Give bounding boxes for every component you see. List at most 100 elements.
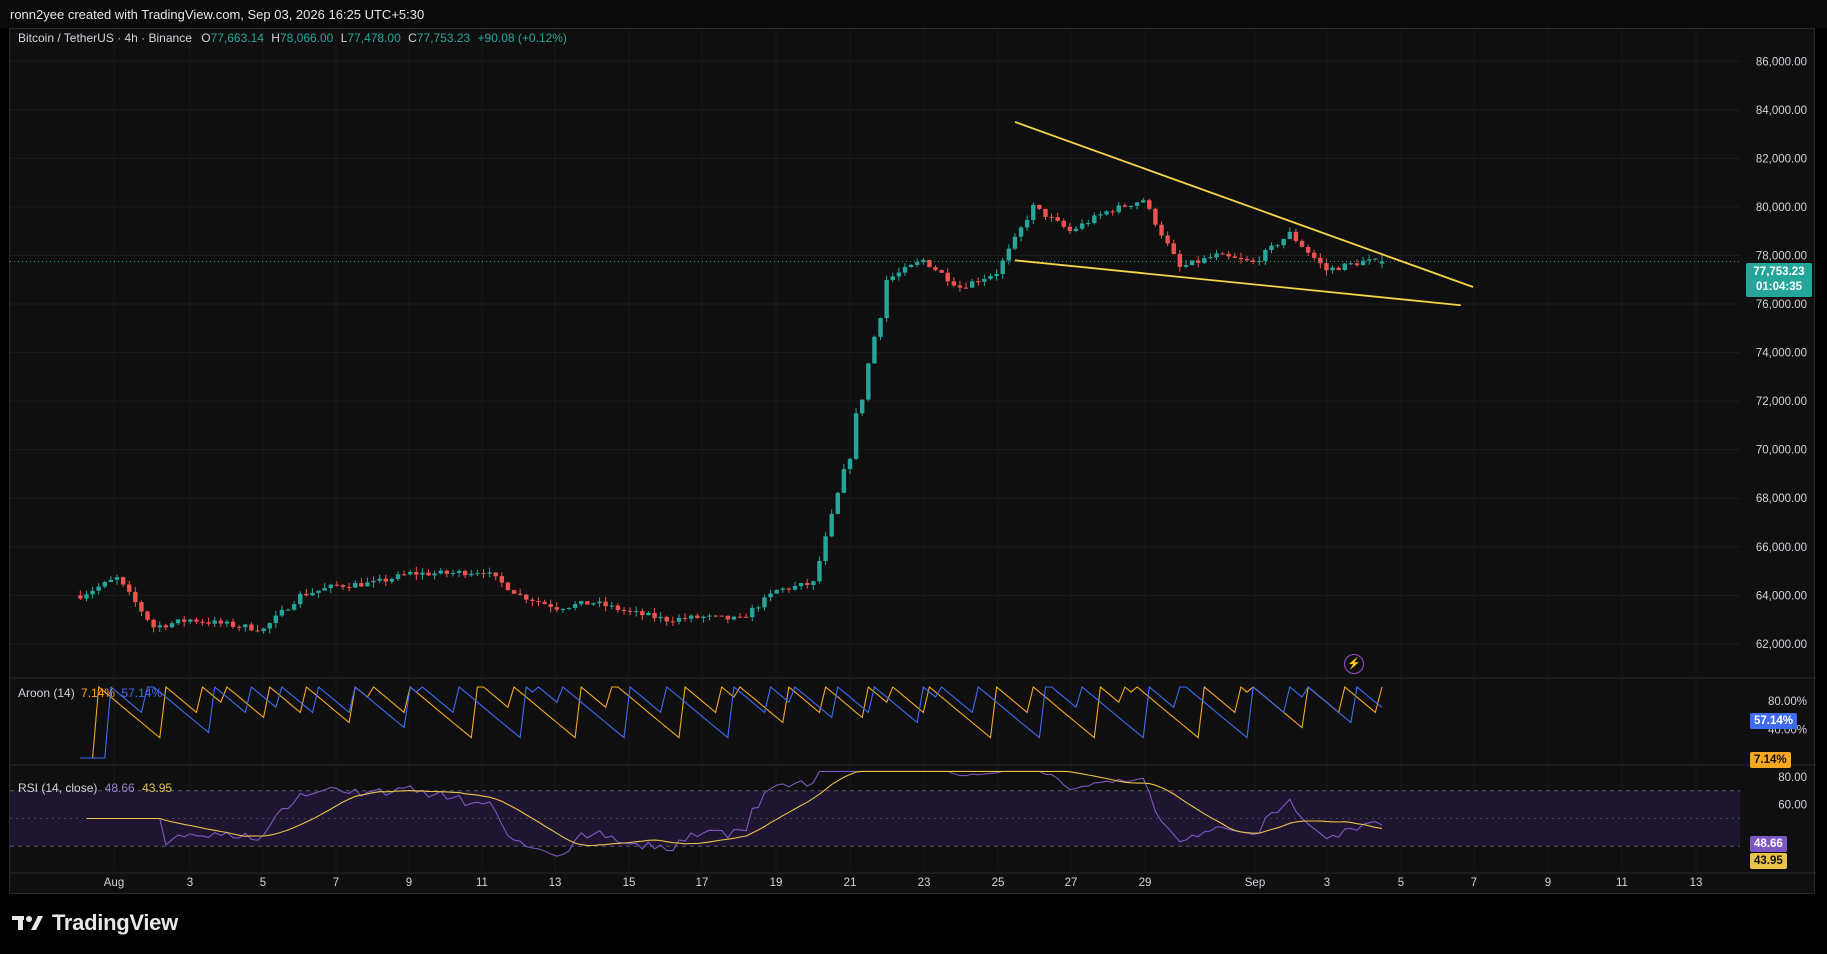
candle-body xyxy=(976,281,981,283)
candle-body xyxy=(139,602,144,612)
candle-body xyxy=(273,615,279,624)
candle-body xyxy=(340,585,346,587)
candle-body xyxy=(878,318,883,337)
candle-body xyxy=(1318,257,1323,264)
price-axis-label: 66,000.00 xyxy=(1756,542,1807,554)
candle-body xyxy=(1324,263,1329,271)
rsi-title[interactable]: RSI (14, close) xyxy=(18,781,98,795)
last-price: 77,753.23 xyxy=(1753,266,1805,278)
tradingview-logo[interactable]: TradingView xyxy=(12,910,178,936)
candle-body xyxy=(750,607,755,618)
candle-body xyxy=(658,616,663,619)
candle-body xyxy=(181,619,187,622)
aroon-down-value: 57.14% xyxy=(121,686,163,700)
candle-body xyxy=(212,620,217,624)
symbol-legend: Bitcoin / TetherUS · 4h · Binance O77,66… xyxy=(18,31,567,45)
candle-body xyxy=(841,469,847,493)
candle-body xyxy=(169,623,175,628)
candle-body xyxy=(444,570,450,574)
last-price-badge: 77,753.23 01:04:35 xyxy=(1746,263,1812,297)
candle-body xyxy=(902,267,908,273)
candle-body xyxy=(560,609,566,611)
symbol-title[interactable]: Bitcoin / TetherUS · 4h · Binance xyxy=(18,31,192,45)
candle-body xyxy=(359,583,364,587)
price-axis-label: 72,000.00 xyxy=(1756,396,1807,408)
candle-body xyxy=(866,363,871,400)
candle-body xyxy=(1043,208,1048,217)
candle-body xyxy=(487,572,492,574)
candle-body xyxy=(1226,253,1231,257)
candle-body xyxy=(365,582,370,587)
time-axis-label: 29 xyxy=(1139,877,1152,889)
candle-body xyxy=(1354,263,1360,266)
candle-body xyxy=(133,591,138,603)
candle-body xyxy=(615,605,621,611)
time-axis-label: 11 xyxy=(1616,877,1628,889)
aroon-title[interactable]: Aroon (14) xyxy=(18,686,75,700)
candle-body xyxy=(994,274,999,277)
candle-body xyxy=(517,593,523,595)
candle-body xyxy=(194,619,199,622)
candle-body xyxy=(939,270,944,273)
candle-body xyxy=(640,611,645,616)
tradingview-logo-text: TradingView xyxy=(52,910,178,935)
candle-body xyxy=(554,607,559,610)
candle-body xyxy=(1257,260,1262,262)
candle-body xyxy=(914,262,920,265)
candle-body xyxy=(743,616,749,618)
rsi-ma-line xyxy=(86,770,1383,847)
candle-body xyxy=(884,279,889,319)
candle-body xyxy=(1232,256,1238,258)
chart-frame[interactable]: 86,000.00 84,000.00 82,000.00 80,000.00 78,0… xyxy=(9,28,1816,895)
candle-body xyxy=(1067,226,1073,231)
candle-body xyxy=(1073,228,1079,231)
lightning-alert-icon[interactable]: ⚡ xyxy=(1344,654,1364,674)
time-axis-label: 7 xyxy=(1471,877,1477,889)
candle-body xyxy=(1092,215,1097,224)
candle-body xyxy=(579,601,584,605)
candle-body xyxy=(1037,204,1042,209)
candle-body xyxy=(1061,220,1066,227)
candle-body xyxy=(505,582,511,591)
candle-body xyxy=(1238,257,1244,260)
candle-body xyxy=(890,276,895,280)
candle-body xyxy=(774,589,779,594)
candle-body xyxy=(1220,253,1225,255)
chart-canvas[interactable]: 86,000.00 84,000.00 82,000.00 80,000.00 78,0… xyxy=(10,29,1816,895)
candle-body xyxy=(792,586,798,590)
candle-body xyxy=(1214,253,1219,258)
candle-body xyxy=(1244,259,1250,261)
candle-body xyxy=(236,626,242,628)
candle-body xyxy=(609,605,614,607)
candle-body xyxy=(621,610,627,612)
candle-body xyxy=(200,621,205,623)
price-axis-label: 70,000.00 xyxy=(1756,445,1807,457)
candle-body xyxy=(1086,223,1091,225)
candle-body xyxy=(542,601,547,605)
time-axis-label: Sep xyxy=(1245,877,1265,889)
candle-body xyxy=(786,588,792,590)
candle-body xyxy=(175,619,181,624)
candle-body xyxy=(127,584,132,592)
candle-body xyxy=(346,586,352,588)
candle-body xyxy=(853,413,859,459)
aroon-up-badge: 7.14% xyxy=(1750,752,1791,768)
candle-body xyxy=(823,536,828,561)
wedge-trendline xyxy=(1014,259,1461,307)
candle-body xyxy=(1098,214,1103,216)
candle-body xyxy=(414,572,419,575)
candle-body xyxy=(921,260,926,263)
candle-body xyxy=(408,572,413,575)
candle-body xyxy=(432,573,437,576)
candle-body xyxy=(493,572,498,577)
attribution-bar: ronn2yee created with TradingView.com, S… xyxy=(0,0,1827,28)
candle-body xyxy=(798,583,804,587)
close-value: 77,753.23 xyxy=(416,31,471,45)
candle-body xyxy=(982,278,987,282)
candle-body xyxy=(469,573,474,576)
candle-body xyxy=(688,615,694,619)
time-axis-label: 19 xyxy=(770,877,783,889)
candle-body xyxy=(108,579,114,582)
candle-body xyxy=(1342,263,1347,271)
candle-body xyxy=(249,624,254,631)
